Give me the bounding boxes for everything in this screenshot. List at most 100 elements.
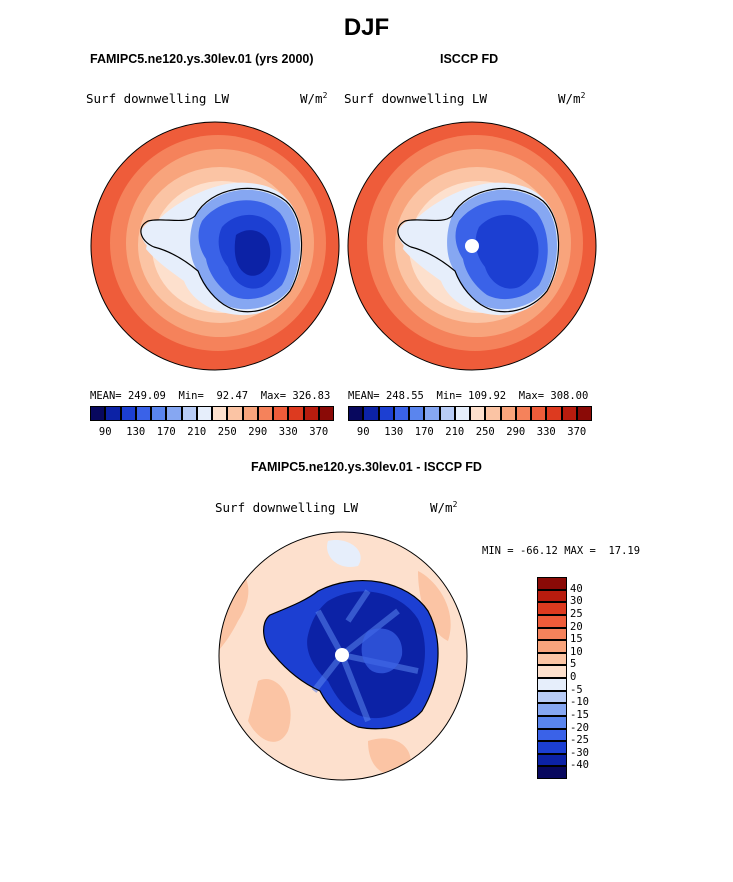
colorbar-swatch — [537, 741, 567, 754]
colorbar-tick-label: 250 — [217, 426, 237, 438]
colorbar-tick-label: 40 — [570, 582, 583, 595]
colorbar-swatch — [393, 406, 409, 421]
colorbar-tick-label: 15 — [570, 633, 583, 646]
colorbar-swatch — [105, 406, 121, 421]
colorbar-swatch — [537, 665, 567, 678]
colorbar-swatch — [537, 703, 567, 716]
colorbar-swatch — [537, 766, 567, 779]
colorbar-swatch — [454, 406, 470, 421]
left-colorbar — [90, 406, 334, 421]
colorbar-tick-label: 130 — [126, 426, 146, 438]
left-colorbar-ticks: 90 130 170 210 250 290 330 370 — [90, 426, 334, 440]
colorbar-tick-label: 10 — [570, 645, 583, 658]
colorbar-swatch — [537, 640, 567, 653]
colorbar-swatch — [537, 589, 567, 603]
colorbar-swatch — [537, 753, 567, 767]
colorbar-swatch — [537, 715, 567, 729]
colorbar-tick-label: 330 — [278, 426, 298, 438]
colorbar-tick-label: 330 — [536, 426, 556, 438]
diff-variable-label: Surf downwelling LW — [215, 500, 358, 515]
colorbar-swatch — [470, 406, 486, 421]
colorbar-swatch — [196, 406, 212, 421]
colorbar-tick-label: 130 — [384, 426, 404, 438]
diff-colorbar-labels: 40 30 25 20 15 10 5 0 -5 -10 -15 -20 -25 -30 -40 — [570, 577, 610, 779]
colorbar-swatch — [242, 406, 258, 421]
colorbar-tick-label: -5 — [570, 683, 583, 696]
colorbar-swatch — [500, 406, 516, 421]
colorbar-swatch — [166, 406, 182, 421]
right-colorbar — [348, 406, 592, 421]
colorbar-tick-label: 210 — [445, 426, 465, 438]
left-case-title: FAMIPC5.ne120.ys.30lev.01 (yrs 2000) — [90, 52, 314, 66]
colorbar-swatch — [135, 406, 151, 421]
colorbar-swatch — [303, 406, 319, 421]
colorbar-swatch — [439, 406, 455, 421]
diff-colorbar — [537, 577, 567, 779]
colorbar-tick-label: 370 — [567, 426, 587, 438]
difference-title: FAMIPC5.ne120.ys.30lev.01 - ISCCP FD — [251, 460, 482, 474]
colorbar-tick-label: -30 — [570, 746, 589, 759]
colorbar-swatch — [424, 406, 440, 421]
colorbar-tick-label: -10 — [570, 696, 589, 709]
right-units-label: W/m2 — [558, 91, 586, 107]
colorbar-tick-label: -15 — [570, 708, 589, 721]
colorbar-swatch — [257, 406, 273, 421]
left-polar-map — [90, 121, 340, 371]
colorbar-swatch — [363, 406, 379, 421]
colorbar-tick-label: 25 — [570, 607, 583, 620]
colorbar-swatch — [348, 406, 364, 421]
colorbar-swatch — [120, 406, 136, 421]
colorbar-swatch — [227, 406, 243, 421]
right-variable-label: Surf downwelling LW — [344, 91, 487, 106]
colorbar-swatch — [318, 406, 334, 421]
colorbar-swatch — [485, 406, 501, 421]
colorbar-swatch — [537, 678, 567, 691]
colorbar-swatch — [288, 406, 304, 421]
right-polar-map — [347, 121, 597, 371]
colorbar-swatch — [212, 406, 228, 421]
colorbar-tick-label: -40 — [570, 759, 589, 772]
colorbar-tick-label: 20 — [570, 620, 583, 633]
colorbar-tick-label: 0 — [570, 671, 577, 683]
colorbar-tick-label: 30 — [570, 595, 583, 608]
diff-minmax: MIN = -66.12 MAX = 17.19 — [482, 545, 641, 557]
colorbar-tick-label: 250 — [475, 426, 495, 438]
colorbar-swatch — [537, 728, 567, 742]
colorbar-swatch — [561, 406, 577, 421]
right-case-title: ISCCP FD — [440, 52, 499, 66]
colorbar-swatch — [576, 406, 592, 421]
colorbar-swatch — [90, 406, 106, 421]
colorbar-tick-label: 370 — [309, 426, 329, 438]
colorbar-swatch — [378, 406, 394, 421]
colorbar-swatch — [537, 627, 567, 641]
colorbar-swatch — [537, 614, 567, 628]
colorbar-swatch — [273, 406, 289, 421]
colorbar-swatch — [151, 406, 167, 421]
season-title: DJF — [343, 14, 390, 41]
colorbar-swatch — [409, 406, 425, 421]
colorbar-tick-label: -25 — [570, 734, 589, 747]
colorbar-tick-label: 170 — [156, 426, 176, 438]
colorbar-swatch — [515, 406, 531, 421]
right-stats: MEAN= 248.55 Min= 109.92 Max= 308.00 — [348, 390, 589, 402]
colorbar-swatch — [546, 406, 562, 421]
right-colorbar-ticks: 90 130 170 210 250 290 330 370 — [348, 426, 592, 440]
colorbar-tick-label: 290 — [506, 426, 526, 438]
colorbar-tick-label: 170 — [414, 426, 434, 438]
colorbar-tick-label: 90 — [356, 426, 370, 438]
left-units-label: W/m2 — [300, 91, 328, 107]
difference-polar-map — [218, 531, 468, 781]
colorbar-swatch — [181, 406, 197, 421]
colorbar-tick-label: 210 — [187, 426, 207, 438]
left-stats: MEAN= 249.09 Min= 92.47 Max= 326.83 — [90, 390, 331, 402]
colorbar-tick-label: -20 — [570, 721, 589, 734]
colorbar-tick-label: 5 — [570, 658, 577, 671]
left-variable-label: Surf downwelling LW — [86, 91, 229, 106]
colorbar-swatch — [531, 406, 547, 421]
colorbar-tick-label: 290 — [248, 426, 268, 438]
colorbar-swatch — [537, 602, 567, 615]
colorbar-swatch — [537, 690, 567, 704]
colorbar-swatch — [537, 577, 567, 590]
colorbar-swatch — [537, 652, 567, 666]
colorbar-tick-label: 90 — [98, 426, 112, 438]
